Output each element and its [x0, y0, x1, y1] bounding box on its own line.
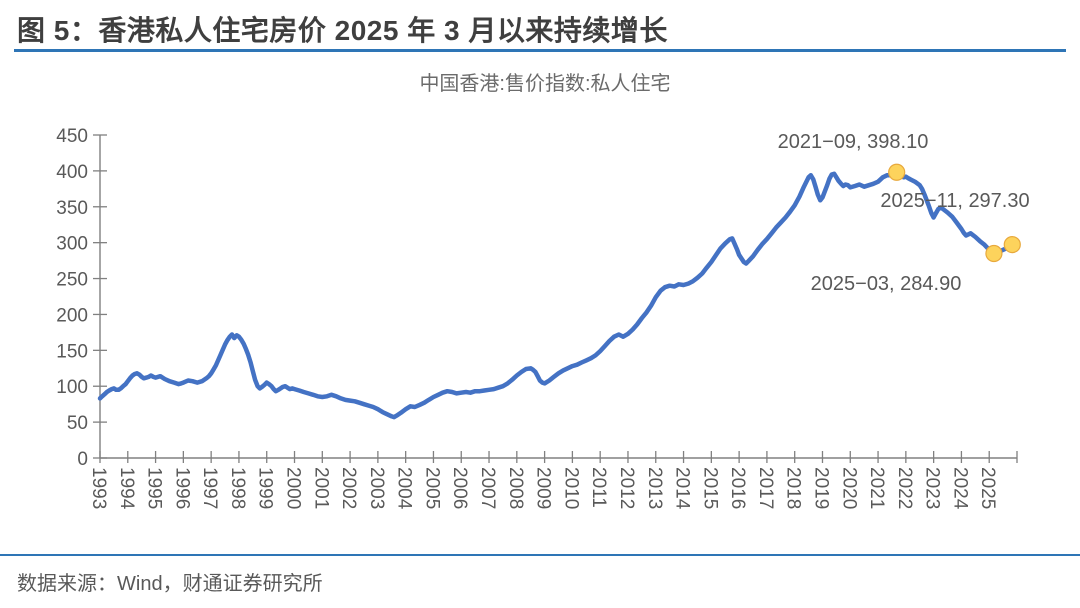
y-axis-tick-label: 450 [56, 126, 88, 147]
x-axis-year-label: 1996 [171, 467, 192, 509]
x-axis-year-label: 1993 [88, 467, 109, 509]
highlight-point-marker [1003, 236, 1021, 254]
y-axis-tick-label: 150 [56, 341, 88, 362]
x-axis-year-label: 2025 [977, 467, 998, 509]
x-axis-year-label: 2023 [922, 467, 943, 509]
x-axis-year-label: 1998 [227, 467, 248, 509]
title-divider [14, 49, 1066, 52]
x-axis-year-label: 1995 [144, 467, 165, 509]
footer-divider [0, 554, 1080, 556]
y-axis-tick-label: 0 [77, 449, 88, 470]
y-axis-tick-label: 300 [56, 234, 88, 255]
y-axis-tick-label: 400 [56, 162, 88, 183]
y-axis-tick-label: 50 [67, 413, 88, 434]
highlight-markers [888, 163, 1021, 263]
x-axis-year-label: 2022 [894, 467, 915, 509]
highlight-point-marker [985, 244, 1003, 263]
x-axis-year-label: 1994 [116, 467, 137, 510]
x-axis-year-label: 2002 [338, 467, 359, 509]
data-point-annotation: 2021−09, 398.10 [778, 131, 929, 153]
data-source-note: 数据来源：Wind，财通证券研究所 [17, 573, 323, 595]
x-axis-year-label: 2011 [588, 467, 609, 508]
highlight-point-marker [888, 163, 906, 181]
price-index-line [97, 170, 1015, 420]
x-axis-year-label: 2010 [560, 467, 581, 509]
y-axis-tick-label: 250 [56, 270, 88, 291]
x-axis-year-label: 2024 [949, 467, 970, 510]
x-axis-year-label: 2000 [283, 467, 304, 509]
x-axis-year-label: 2015 [699, 467, 720, 509]
y-axis-tick-label: 100 [56, 377, 88, 398]
y-axis-tick-label: 350 [56, 198, 88, 219]
annotations: 2021−09, 398.10 2025−11, 297.30 2025−03, 2… [778, 131, 1030, 295]
data-point-annotation: 2025−11, 297.30 [880, 190, 1029, 212]
x-axis-year-label: 2005 [421, 467, 442, 509]
x-axis-year-label: 2006 [449, 467, 470, 509]
x-axis-year-label: 2008 [505, 467, 526, 509]
x-axis-year-label: 2021 [866, 467, 887, 509]
x-axis-year-label: 2012 [616, 467, 637, 509]
x-axis-year-label: 2003 [366, 467, 387, 509]
x-axis-year-label: 2014 [672, 467, 693, 510]
x-axis-year-label: 2018 [783, 467, 804, 509]
x-axis-year-label: 2020 [838, 467, 859, 509]
x-axis-year-label: 2016 [727, 467, 748, 509]
x-axis-year-label: 2013 [644, 467, 665, 509]
axes: 0 50 100 150 200 250 300 350 400 450 1993 1994 1995 1… [56, 126, 1018, 510]
x-axis-year-label: 1999 [255, 467, 276, 509]
x-axis-year-label: 2017 [755, 467, 776, 509]
data-point-annotation: 2025−03, 284.90 [811, 273, 962, 295]
x-axis-year-label: 2004 [394, 467, 415, 510]
x-axis-year-label: 2019 [810, 467, 831, 509]
x-axis-year-label: 2007 [477, 467, 498, 509]
x-axis-year-label: 2009 [533, 467, 554, 509]
figure-title: 图 5：香港私人住宅房价 2025 年 3 月以来持续增长 [17, 15, 668, 46]
y-axis-tick-label: 200 [56, 305, 88, 326]
price-line-series [97, 170, 1015, 420]
x-axis-year-label: 2001 [310, 467, 331, 509]
x-axis-year-label: 1997 [199, 467, 220, 509]
chart-subtitle: 中国香港:售价指数:私人住宅 [419, 72, 670, 95]
